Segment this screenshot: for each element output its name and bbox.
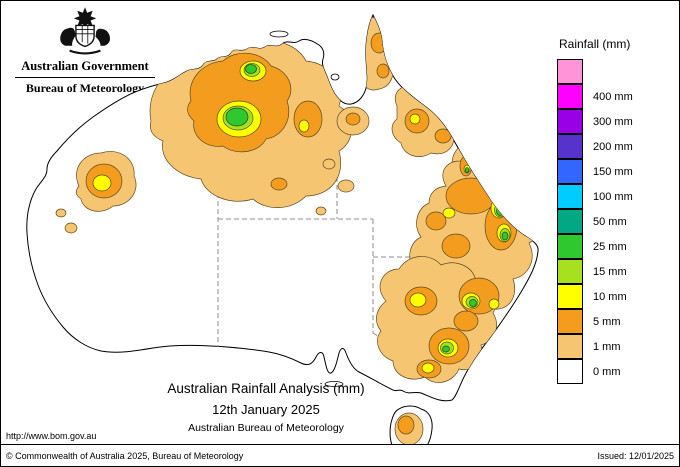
contour-5mm — [345, 112, 361, 126]
copyright-text: © Commonwealth of Australia 2025, Bureau… — [6, 450, 244, 461]
caption-date: 12th January 2025 — [212, 402, 320, 417]
legend-label: 400 mm — [593, 90, 633, 103]
legend-row: 400 mm — [557, 84, 677, 109]
contour-5mm — [293, 100, 323, 138]
legend-label: 25 mm — [593, 240, 627, 253]
contour-25mm — [496, 206, 504, 216]
contour-5mm — [270, 177, 288, 191]
legend-swatch — [557, 109, 583, 134]
legend-title: Rainfall (mm) — [559, 37, 631, 51]
contour-10mm — [488, 298, 500, 310]
legend-label: 5 mm — [593, 315, 621, 328]
legend-label: 15 mm — [593, 265, 627, 278]
contour-5mm — [445, 177, 497, 215]
footer-bar: © Commonwealth of Australia 2025, Bureau… — [1, 444, 679, 466]
contour-10mm — [298, 119, 310, 133]
legend-swatch — [557, 209, 583, 234]
gov-label: Australian Government — [21, 59, 149, 73]
coat-of-arms-icon — [60, 7, 110, 55]
issued-text: Issued: 12/01/2025 — [597, 450, 674, 461]
legend-row: 300 mm — [557, 109, 677, 134]
kangaroo-island — [324, 381, 344, 387]
legend-row: 50 mm — [557, 209, 677, 234]
legend-swatch — [557, 309, 583, 334]
legend-label: 200 mm — [593, 140, 633, 153]
legend-swatch — [557, 259, 583, 284]
contour-5mm — [434, 128, 452, 144]
contour-10mm — [409, 292, 427, 308]
legend-swatch — [557, 334, 583, 359]
legend-row: 5 mm — [557, 309, 677, 334]
legend-swatch — [557, 359, 583, 384]
legend-label: 300 mm — [593, 115, 633, 128]
contour-5mm — [425, 211, 447, 231]
legend-row: 15 mm — [557, 259, 677, 284]
legend-swatch — [557, 184, 583, 209]
contour-1mm — [337, 179, 355, 193]
groote-eylandt — [330, 73, 340, 81]
legend-row: 100 mm — [557, 184, 677, 209]
contour-10mm — [442, 207, 456, 219]
legend-swatches: 400 mm 300 mm 200 mm 150 mm 100 mm 50 mm 25 mm… — [557, 59, 677, 384]
contour-1mm — [322, 158, 336, 170]
contour-5mm — [397, 415, 415, 435]
legend-row: 200 mm — [557, 134, 677, 159]
caption-org: Australian Bureau of Meteorology — [188, 422, 344, 434]
legend-label: 0 mm — [593, 365, 621, 378]
contour-5mm — [453, 310, 479, 332]
contour-25mm — [464, 167, 470, 173]
contour-25mm — [245, 64, 257, 74]
legend-label: 10 mm — [593, 290, 627, 303]
contour-1mm — [64, 222, 78, 234]
australia-rainfall-map — [26, 13, 539, 459]
legend-swatch — [557, 84, 583, 109]
legend-row: 0 mm — [557, 359, 677, 384]
contour-1mm — [315, 206, 327, 216]
map-caption: Australian Rainfall Analysis (mm) 12th J… — [81, 381, 451, 434]
contour-10mm — [92, 174, 112, 192]
legend-label: 50 mm — [593, 215, 627, 228]
bureau-label: Bureau of Meteorology — [25, 81, 145, 95]
contour-5mm — [370, 32, 388, 54]
contour-1mm — [55, 208, 67, 218]
legend-row: 10 mm — [557, 284, 677, 309]
caption-title: Australian Rainfall Analysis (mm) — [167, 381, 365, 396]
legend-label: 150 mm — [593, 165, 633, 178]
bom-logo: Australian Government Bureau of Meteorol… — [9, 5, 161, 96]
contour-25mm — [442, 345, 450, 353]
logo-divider — [15, 77, 155, 78]
contour-5mm — [376, 63, 390, 79]
legend-label: 100 mm — [593, 190, 633, 203]
legend-row: 1 mm — [557, 334, 677, 359]
legend-row: 25 mm — [557, 234, 677, 259]
legend-swatch — [557, 284, 583, 309]
contour-25mm — [225, 107, 249, 127]
contour-25mm — [469, 299, 477, 307]
bom-url: http://www.bom.gov.au — [6, 431, 97, 441]
legend-row — [557, 59, 677, 84]
legend-swatch — [557, 134, 583, 159]
legend-swatch — [557, 159, 583, 184]
contour-10mm — [409, 113, 421, 125]
rainfall-legend: Rainfall (mm) 400 mm 300 mm 200 mm 150 mm 10… — [557, 37, 677, 384]
legend-row: 150 mm — [557, 159, 677, 184]
contour-10mm — [421, 362, 435, 374]
contour-25mm — [501, 231, 509, 241]
melville-island — [269, 30, 289, 38]
legend-label: 1 mm — [593, 340, 621, 353]
contour-5mm — [441, 233, 471, 259]
legend-swatch — [557, 234, 583, 259]
legend-swatch — [557, 59, 583, 84]
contour-1mm — [356, 17, 395, 91]
